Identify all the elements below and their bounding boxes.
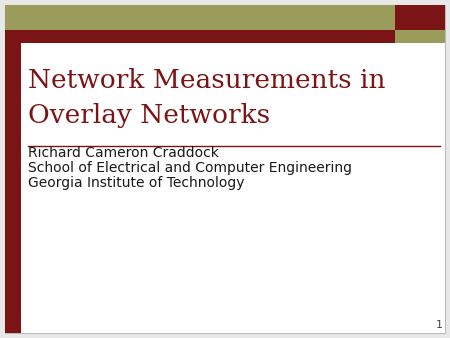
Text: Overlay Networks: Overlay Networks <box>28 103 270 128</box>
Bar <box>5 5 395 30</box>
Bar <box>21 43 445 333</box>
Text: Georgia Institute of Technology: Georgia Institute of Technology <box>28 176 244 190</box>
Text: Network Measurements in: Network Measurements in <box>28 68 386 93</box>
Bar <box>395 30 445 45</box>
Text: School of Electrical and Computer Engineering: School of Electrical and Computer Engine… <box>28 161 352 175</box>
Text: 1: 1 <box>436 320 443 330</box>
Bar <box>395 5 445 30</box>
Bar <box>5 43 21 333</box>
Bar <box>5 30 395 45</box>
Text: Richard Cameron Craddock: Richard Cameron Craddock <box>28 146 219 160</box>
